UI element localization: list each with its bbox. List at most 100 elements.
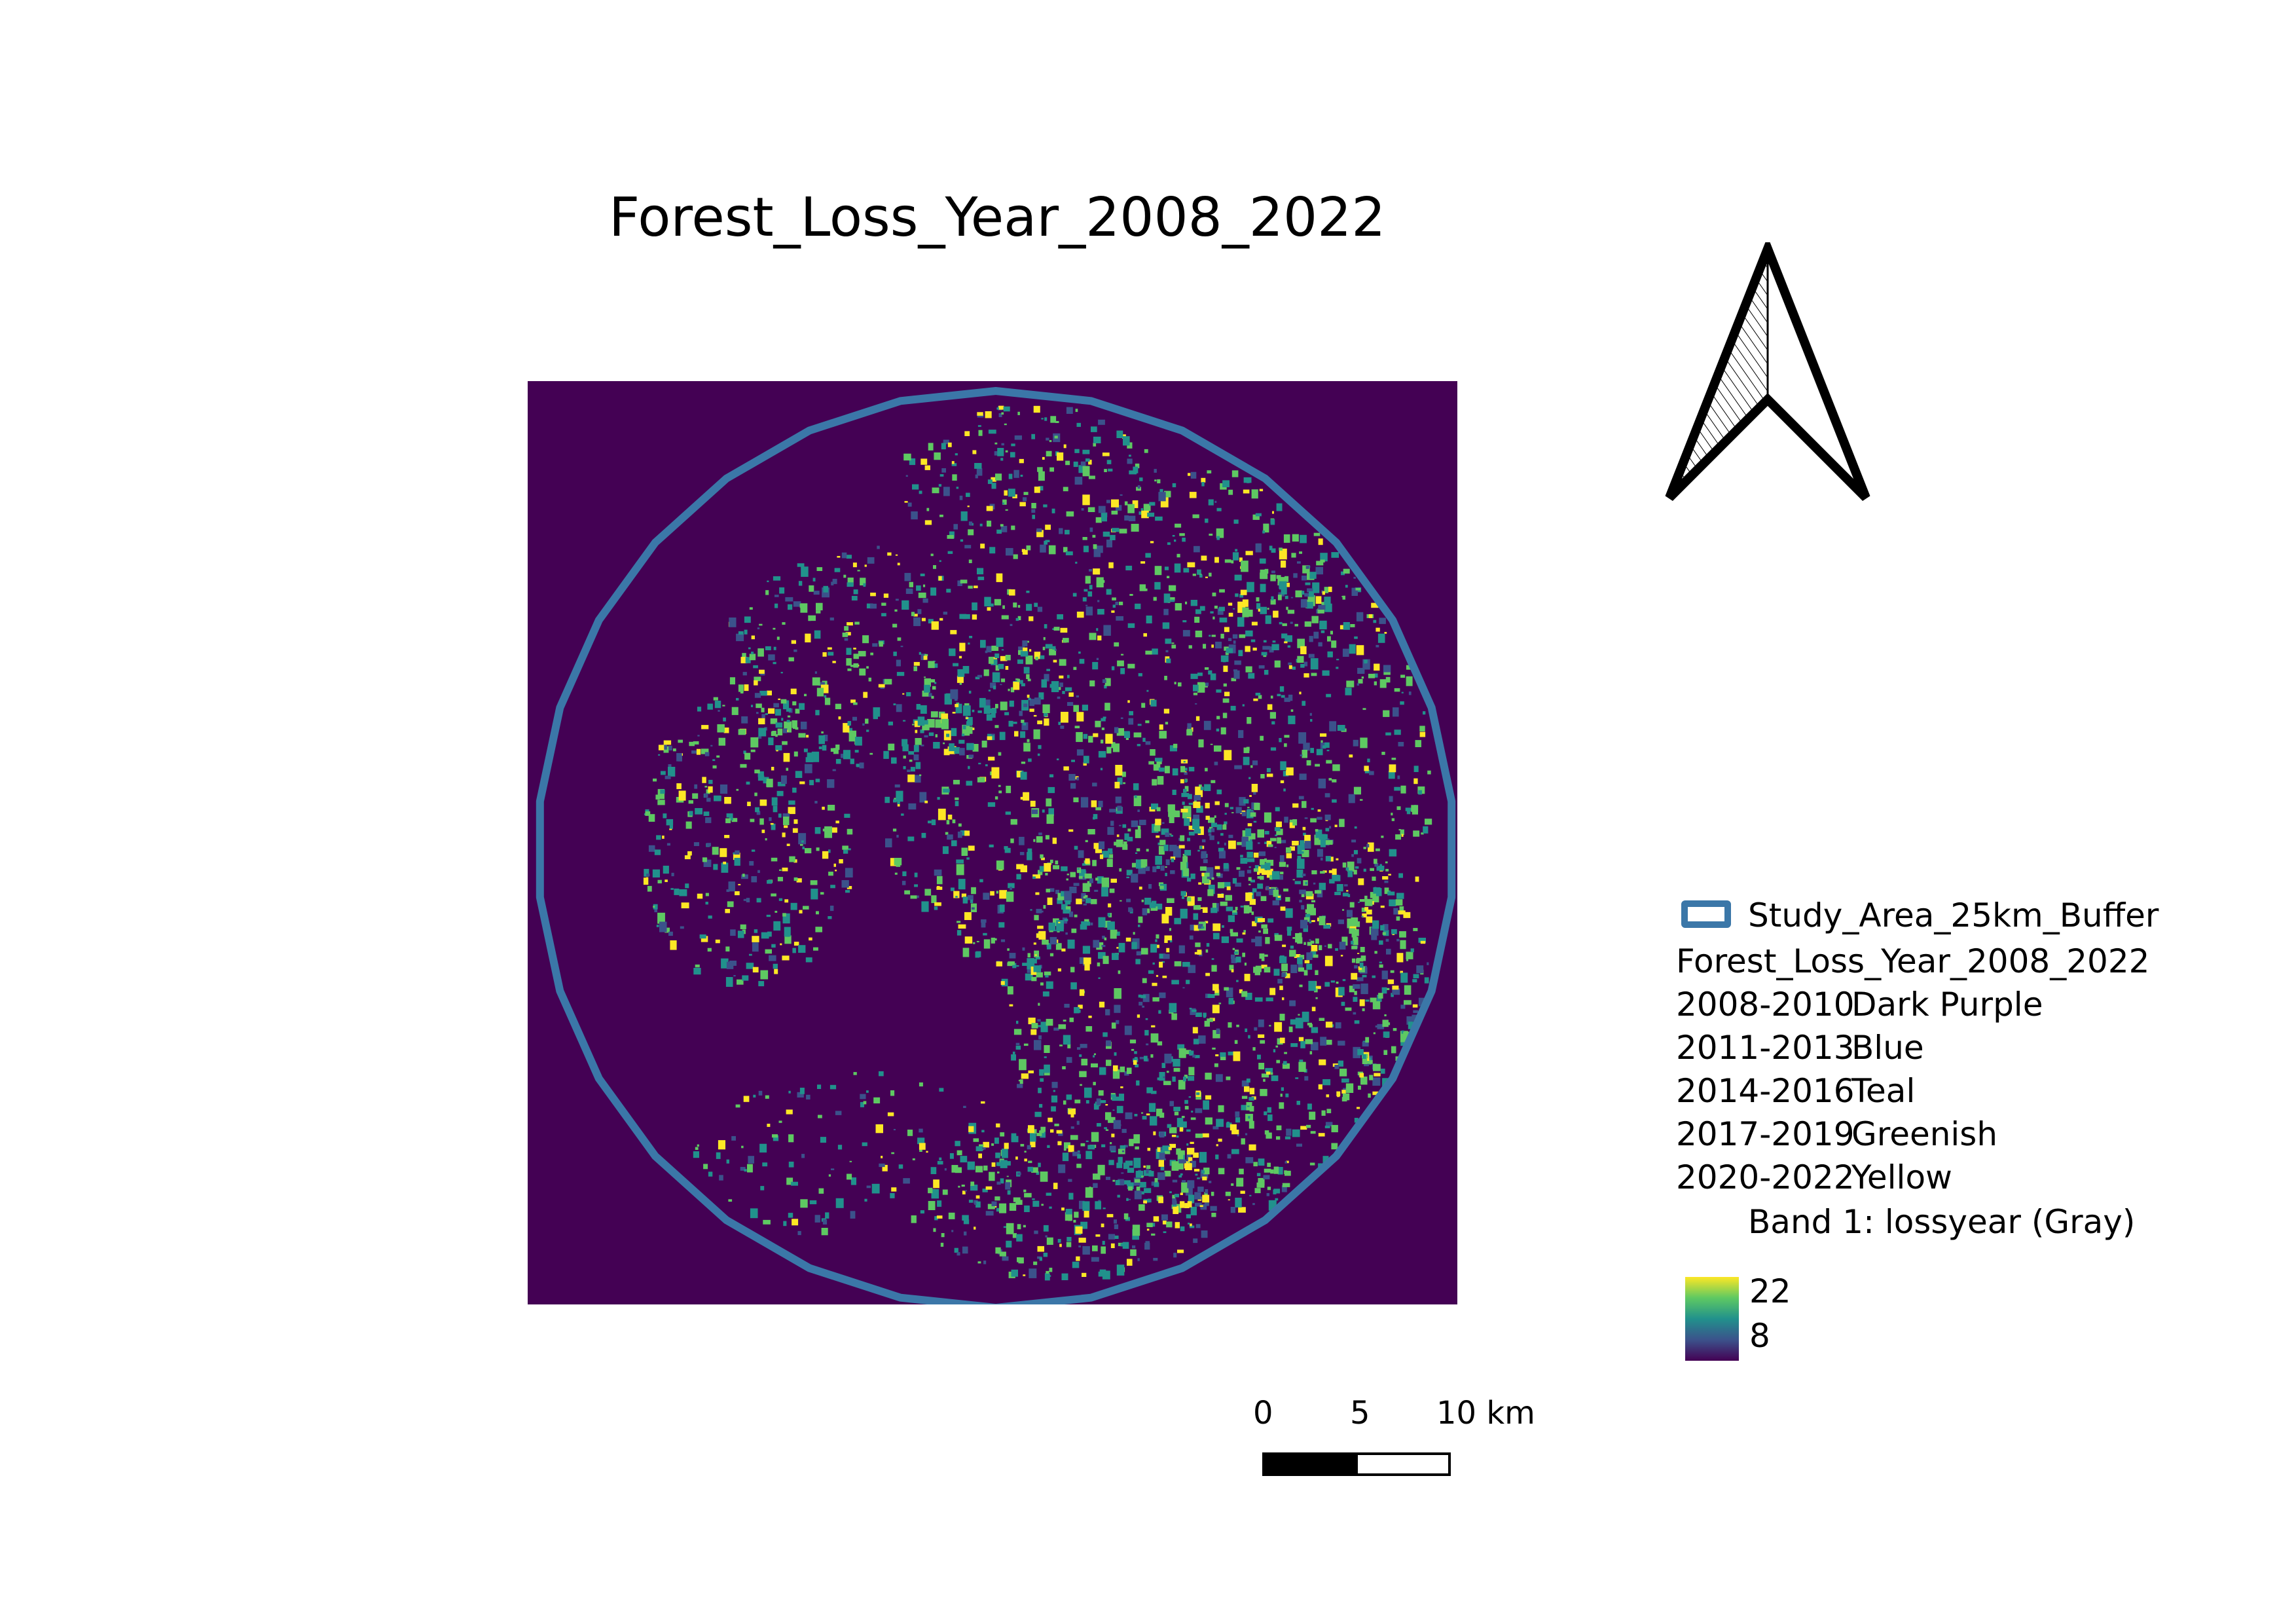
loss-pixel bbox=[936, 876, 943, 885]
loss-pixel bbox=[1048, 808, 1054, 816]
loss-pixel bbox=[1307, 588, 1313, 593]
loss-pixel bbox=[1163, 608, 1169, 616]
loss-pixel bbox=[985, 411, 992, 418]
loss-pixel bbox=[912, 484, 919, 490]
loss-pixel bbox=[1120, 668, 1125, 674]
loss-pixel bbox=[1246, 1079, 1250, 1083]
loss-pixel bbox=[989, 708, 997, 714]
loss-pixel bbox=[1165, 907, 1173, 916]
loss-pixel bbox=[758, 1090, 763, 1096]
loss-pixel bbox=[1376, 627, 1380, 632]
loss-pixel bbox=[1172, 535, 1175, 537]
loss-pixel bbox=[1281, 633, 1288, 638]
loss-pixel bbox=[1011, 1054, 1016, 1061]
loss-pixel bbox=[1088, 1016, 1092, 1018]
loss-pixel bbox=[1377, 633, 1385, 643]
loss-pixel bbox=[799, 910, 803, 913]
loss-pixel bbox=[853, 654, 859, 659]
loss-pixel bbox=[1082, 537, 1087, 540]
loss-pixel bbox=[1217, 882, 1225, 889]
loss-pixel bbox=[1168, 810, 1176, 817]
loss-pixel bbox=[1141, 1175, 1144, 1177]
loss-pixel bbox=[773, 576, 781, 581]
loss-pixel bbox=[768, 737, 774, 745]
loss-pixel bbox=[968, 642, 970, 645]
loss-pixel bbox=[967, 895, 974, 900]
loss-pixel bbox=[1205, 802, 1210, 809]
loss-pixel bbox=[1126, 876, 1130, 879]
loss-pixel bbox=[1048, 1117, 1053, 1122]
loss-pixel bbox=[1049, 888, 1055, 892]
loss-pixel bbox=[1376, 888, 1382, 896]
loss-pixel bbox=[1000, 1160, 1008, 1168]
loss-pixel bbox=[1273, 969, 1280, 976]
loss-pixel bbox=[985, 650, 988, 654]
loss-pixel bbox=[1392, 986, 1399, 990]
loss-pixel bbox=[1247, 870, 1252, 874]
loss-pixel bbox=[717, 724, 725, 733]
loss-pixel bbox=[1178, 1080, 1186, 1090]
loss-pixel bbox=[1060, 726, 1065, 729]
loss-pixel bbox=[1042, 456, 1045, 460]
loss-pixel bbox=[1110, 1243, 1115, 1248]
loss-pixel bbox=[765, 646, 771, 650]
loss-pixel bbox=[697, 735, 700, 737]
loss-pixel bbox=[1154, 566, 1162, 576]
loss-pixel bbox=[956, 702, 960, 705]
loss-pixel bbox=[1145, 1241, 1150, 1244]
loss-pixel bbox=[1061, 904, 1068, 910]
loss-pixel bbox=[1360, 737, 1368, 748]
loss-pixel bbox=[1338, 1041, 1345, 1046]
loss-pixel bbox=[771, 797, 778, 806]
loss-pixel bbox=[1044, 971, 1051, 976]
loss-pixel bbox=[921, 618, 926, 621]
loss-pixel bbox=[1289, 950, 1296, 957]
loss-pixel bbox=[1339, 1068, 1347, 1077]
loss-pixel bbox=[719, 1175, 723, 1181]
loss-pixel bbox=[748, 1156, 754, 1164]
loss-pixel bbox=[1274, 934, 1283, 941]
loss-pixel bbox=[1051, 1106, 1056, 1112]
loss-pixel bbox=[1098, 419, 1105, 425]
loss-pixel bbox=[873, 1097, 881, 1103]
loss-pixel bbox=[831, 1168, 835, 1170]
loss-pixel bbox=[1188, 1157, 1193, 1162]
loss-pixel bbox=[900, 646, 903, 648]
loss-pixel bbox=[1118, 601, 1123, 606]
loss-pixel bbox=[808, 615, 816, 621]
loss-pixel bbox=[1177, 1044, 1185, 1050]
loss-pixel bbox=[1247, 851, 1254, 858]
loss-pixel bbox=[736, 633, 744, 642]
loss-pixel bbox=[866, 1090, 869, 1093]
loss-pixel bbox=[1351, 930, 1357, 938]
loss-pixel bbox=[778, 1120, 782, 1123]
loss-pixel bbox=[1223, 862, 1229, 869]
loss-pixel bbox=[905, 475, 908, 477]
loss-pixel bbox=[1157, 842, 1161, 845]
loss-pixel bbox=[655, 794, 660, 800]
loss-pixel bbox=[1321, 857, 1323, 861]
loss-pixel bbox=[1263, 1079, 1266, 1082]
loss-pixel bbox=[1106, 500, 1110, 504]
loss-pixel bbox=[1064, 1003, 1070, 1008]
loss-pixel bbox=[1247, 809, 1251, 811]
loss-pixel bbox=[1078, 850, 1084, 858]
loss-pixel bbox=[924, 654, 928, 656]
loss-pixel bbox=[1165, 832, 1170, 838]
loss-pixel bbox=[1201, 482, 1205, 487]
loss-pixel bbox=[1296, 869, 1303, 878]
loss-pixel bbox=[1044, 417, 1048, 421]
loss-pixel bbox=[1270, 1072, 1273, 1075]
loss-pixel bbox=[837, 556, 841, 558]
loss-pixel bbox=[1163, 709, 1170, 714]
loss-pixel bbox=[1239, 989, 1243, 993]
loss-pixel bbox=[1106, 1213, 1114, 1217]
loss-pixel bbox=[1368, 673, 1376, 678]
loss-pixel bbox=[1211, 965, 1217, 972]
loss-pixel bbox=[1046, 889, 1050, 893]
loss-pixel bbox=[805, 957, 812, 963]
loss-pixel bbox=[1034, 487, 1040, 493]
loss-pixel bbox=[1064, 919, 1068, 921]
loss-pixel bbox=[1310, 912, 1313, 913]
loss-pixel bbox=[902, 871, 907, 876]
